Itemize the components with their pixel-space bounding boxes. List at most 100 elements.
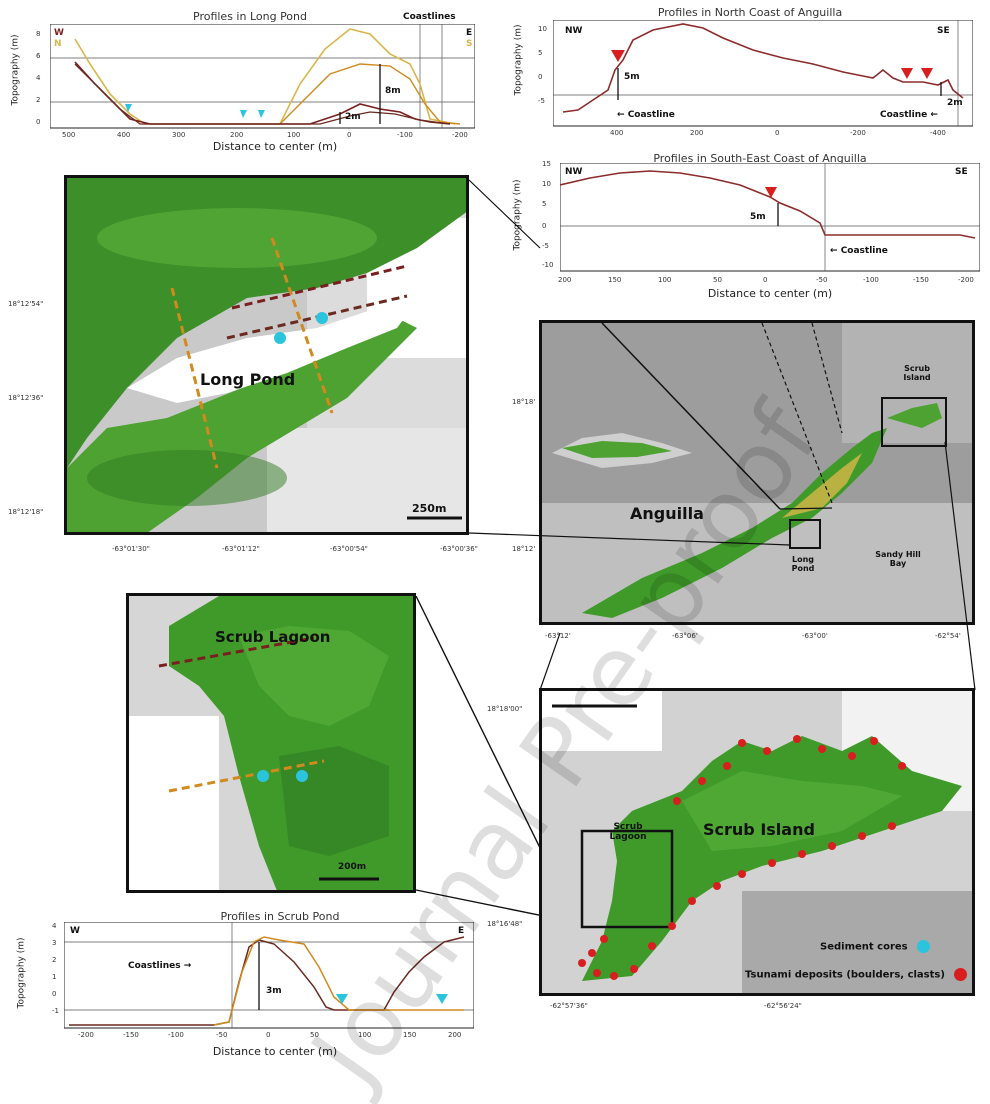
xtick: 200 [558,276,572,284]
xtick: 0 [763,276,768,284]
long-pond-coastlines-label: Coastlines [403,12,456,22]
anguilla-map-image [542,323,972,622]
ytick: 4 [36,74,41,82]
scrub-island-map-image [542,691,972,993]
xtick: -100 [863,276,879,284]
xtick: 300 [172,131,186,139]
anguilla-map-label: Anguilla [630,504,704,523]
scrub-island-lon-1: -62°57'36" [550,1002,588,1010]
ytick: 6 [36,52,41,60]
ytick: 0 [542,222,547,230]
southeast-coast-right-dir: SE [955,167,968,177]
scrub-pond-title: Profiles in Scrub Pond [220,910,340,923]
xtick: -200 [78,1031,94,1039]
anguilla-lon-3: -63°00' [802,632,828,640]
southeast-coast-height-5m: 5m [750,212,766,222]
southeast-coast-coastline: ← Coastline [830,246,888,256]
long-pond-yticks: 8 6 4 2 0 [36,30,48,130]
xtick: 0 [347,131,352,139]
scrub-pond-xlabel: Distance to center (m) [212,1045,338,1058]
legend-tsunami-label: Tsunami deposits (boulders, clasts) [745,969,945,981]
scrub-lagoon-map-image [129,596,413,890]
north-coast-coastline-left: ← Coastline [617,110,675,120]
xtick: 100 [358,1031,372,1039]
long-pond-profiles-xlabel: Distance to center (m) [212,140,338,153]
ytick: 5 [542,200,547,208]
north-coast-right-dir: SE [937,26,950,36]
scrub-pond-height-3m: 3m [266,986,282,996]
xtick: 100 [658,276,672,284]
long-pond-map-scale: 250m [412,502,447,515]
scrub-pond-coastlines: Coastlines → [128,961,192,971]
xtick: -400 [930,129,946,137]
southeast-coast-xlabel: Distance to center (m) [707,287,833,300]
ytick: 10 [538,25,547,33]
xtick: -150 [123,1031,139,1039]
ytick: -1 [52,1007,59,1015]
xtick: 100 [287,131,301,139]
anguilla-lat-1: 18°18' [512,398,536,406]
ytick: 1 [52,973,57,981]
xtick: -200 [958,276,974,284]
anguilla-sandy-hill-label: Sandy Hill Bay [875,550,921,568]
legend-sediment-label: Sediment cores [820,941,908,953]
long-pond-lon-1: -63°01'30" [112,545,150,553]
ytick: 2 [36,96,41,104]
xtick: 200 [448,1031,462,1039]
ytick: 0 [36,118,41,126]
anguilla-lon-4: -62°54' [935,632,961,640]
north-coast-coastline-right: Coastline ← [880,110,938,120]
north-coast-left-dir: NW [565,26,583,36]
xtick: -150 [913,276,929,284]
ytick: -5 [542,242,549,250]
north-coast-height-5m: 5m [624,72,640,82]
long-pond-map-image [67,178,466,532]
ytick: 2 [52,956,57,964]
ytick: 15 [542,160,551,168]
anguilla-scrub-island-label: Scrub Island [903,364,931,382]
xtick: -50 [216,1031,228,1039]
long-pond-lat-1: 18°12'54" [8,300,44,308]
southeast-coast-left-dir: NW [565,167,583,177]
ytick: 8 [36,30,41,38]
scrub-lagoon-map [126,593,416,893]
xtick: 400 [610,129,624,137]
southeast-coast-title: Profiles in South-East Coast of Anguilla [653,152,867,165]
long-pond-left-dir-w: W [54,28,64,38]
long-pond-lon-2: -63°01'12" [222,545,260,553]
long-pond-left-dir-n: N [54,39,62,49]
xtick: 50 [713,276,722,284]
southeast-coast-plot [560,163,980,272]
sediment-core-swatch [917,940,931,953]
scrub-pond-right-dir: E [458,926,465,936]
scrub-pond-xticks: -200 -150 -100 -50 0 50 100 150 200 [78,1031,478,1041]
long-pond-lat-3: 18°12'18" [8,508,44,516]
ytick: 0 [52,990,57,998]
scrub-island-map-label: Scrub Island [703,820,815,839]
long-pond-map-label: Long Pond [200,370,296,389]
long-pond-lat-2: 18°12'36" [8,394,44,402]
anguilla-lon-1: -63°12' [545,632,571,640]
xtick: 200 [690,129,704,137]
north-coast-xticks: 400 200 0 -200 -400 [610,129,970,139]
xtick: -100 [397,131,413,139]
north-coast-plot [553,20,973,127]
southeast-coast-xticks: 200 150 100 50 0 -50 -100 -150 -200 [558,276,983,286]
scrub-island-map [539,688,975,996]
xtick: 200 [230,131,244,139]
long-pond-profiles-title: Profiles in Long Pond [193,10,307,23]
long-pond-height-8m: 8m [385,86,401,96]
long-pond-lon-3: -63°00'54" [330,545,368,553]
ytick: 10 [542,180,551,188]
coastline-label: Coastline [880,110,928,120]
ytick: 3 [52,939,57,947]
xtick: -200 [452,131,468,139]
scrub-lagoon-map-label: Scrub Lagoon [215,628,331,646]
ytick: 4 [52,922,57,930]
scrub-pond-ylabel: Topography (m) [16,937,27,1009]
anguilla-lon-2: -63°06' [672,632,698,640]
southeast-coast-yticks: 15 10 5 0 -5 -10 [542,160,558,270]
anguilla-map [539,320,975,625]
long-pond-height-2m: 2m [345,112,361,122]
xtick: 50 [310,1031,319,1039]
